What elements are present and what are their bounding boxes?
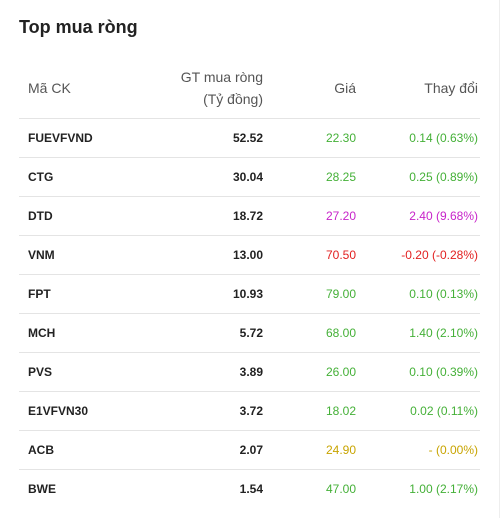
table-body: FUEVFVND 52.52 22.30 0.14 (0.63%) CTG 30… [19,118,480,509]
header-row: Mã CK GT mua ròng (Tỷ đồng) Giá Thay đổi [19,58,480,119]
stock-code[interactable]: MCH [19,313,139,353]
change: 0.02 (0.11%) [358,391,480,431]
stock-code[interactable]: ACB [19,430,139,470]
change: 0.10 (0.39%) [358,352,480,392]
net-buy-value: 3.72 [139,391,265,431]
table-row[interactable]: BWE 1.54 47.00 1.00 (2.17%) [19,470,480,509]
table-row[interactable]: VNM 13.00 70.50 -0.20 (-0.28%) [19,235,480,275]
table-row[interactable]: PVS 3.89 26.00 0.10 (0.39%) [19,352,480,392]
change: 1.00 (2.17%) [409,482,478,496]
stock-code[interactable]: E1VFVN30 [19,391,139,431]
change: 0.14 (0.63%) [358,118,480,158]
price: 18.02 [265,391,358,431]
net-buy-value: 2.07 [139,430,265,470]
widget-title: Top mua ròng [19,17,138,37]
stock-code[interactable]: FPT [19,274,139,314]
header-net-buy-value-line2: (Tỷ đồng) [203,91,263,107]
price: 24.90 [265,430,358,470]
net-buy-value: 30.04 [139,157,265,197]
table-header: Mã CK GT mua ròng (Tỷ đồng) Giá Thay đổi [19,58,480,119]
stock-code[interactable]: DTD [19,196,139,236]
net-buy-value: 1.54 [239,482,263,496]
net-buy-value: 5.72 [139,313,265,353]
table-row[interactable]: E1VFVN30 3.72 18.02 0.02 (0.11%) [19,391,480,431]
header-net-buy-value: GT mua ròng (Tỷ đồng) [139,58,265,119]
change: - (0.00%) [358,430,480,470]
net-buy-value: 52.52 [139,118,265,158]
header-price: Giá [265,58,358,119]
price: 47.00 [325,482,356,496]
stock-code[interactable]: FUEVFVND [19,118,139,158]
price: 70.50 [265,235,358,275]
change: 0.10 (0.13%) [358,274,480,314]
change: -0.20 (-0.28%) [358,235,480,275]
table-row[interactable]: FUEVFVND 52.52 22.30 0.14 (0.63%) [19,118,480,158]
stock-code[interactable]: VNM [19,235,139,275]
net-buy-value: 13.00 [139,235,265,275]
price: 27.20 [265,196,358,236]
table-row[interactable]: MCH 5.72 68.00 1.40 (2.10%) [19,313,480,353]
net-buy-value: 3.89 [139,352,265,392]
change: 2.40 (9.68%) [358,196,480,236]
price: 79.00 [265,274,358,314]
table-row[interactable]: FPT 10.93 79.00 0.10 (0.13%) [19,274,480,314]
header-change: Thay đổi [358,58,480,119]
net-buy-value: 10.93 [139,274,265,314]
stock-code[interactable]: PVS [19,352,139,392]
price: 68.00 [265,313,358,353]
table-row[interactable]: DTD 18.72 27.20 2.40 (9.68%) [19,196,480,236]
header-net-buy-value-line1: GT mua ròng [180,69,263,85]
net-buy-value: 18.72 [139,196,265,236]
net-buy-table: Mã CK GT mua ròng (Tỷ đồng) Giá Thay đổi… [19,58,480,508]
price: 26.00 [265,352,358,392]
price: 28.25 [265,157,358,197]
change: 0.25 (0.89%) [358,157,480,197]
change: 1.40 (2.10%) [358,313,480,353]
stock-code[interactable]: CTG [19,157,139,197]
header-code: Mã CK [19,58,139,119]
table-row[interactable]: ACB 2.07 24.90 - (0.00%) [19,430,480,470]
table-row[interactable]: CTG 30.04 28.25 0.25 (0.89%) [19,157,480,197]
stock-code[interactable]: BWE [28,482,56,496]
price: 22.30 [265,118,358,158]
